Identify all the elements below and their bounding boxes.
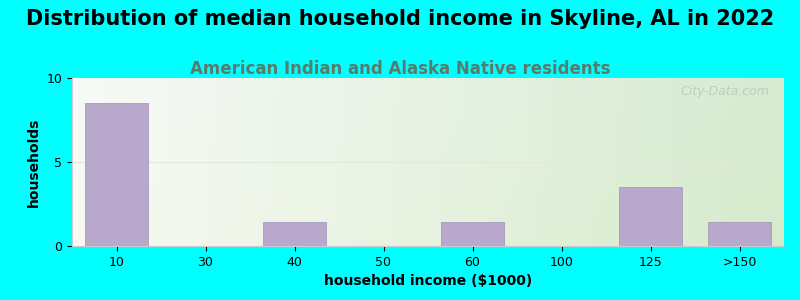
Bar xyxy=(442,223,504,246)
Bar xyxy=(619,187,682,246)
Bar xyxy=(263,223,326,246)
X-axis label: household income ($1000): household income ($1000) xyxy=(324,274,532,288)
Bar xyxy=(86,103,148,246)
Text: American Indian and Alaska Native residents: American Indian and Alaska Native reside… xyxy=(190,60,610,78)
Text: City-Data.com: City-Data.com xyxy=(681,85,770,98)
Y-axis label: households: households xyxy=(27,117,41,207)
Text: Distribution of median household income in Skyline, AL in 2022: Distribution of median household income … xyxy=(26,9,774,29)
Bar xyxy=(708,223,770,246)
